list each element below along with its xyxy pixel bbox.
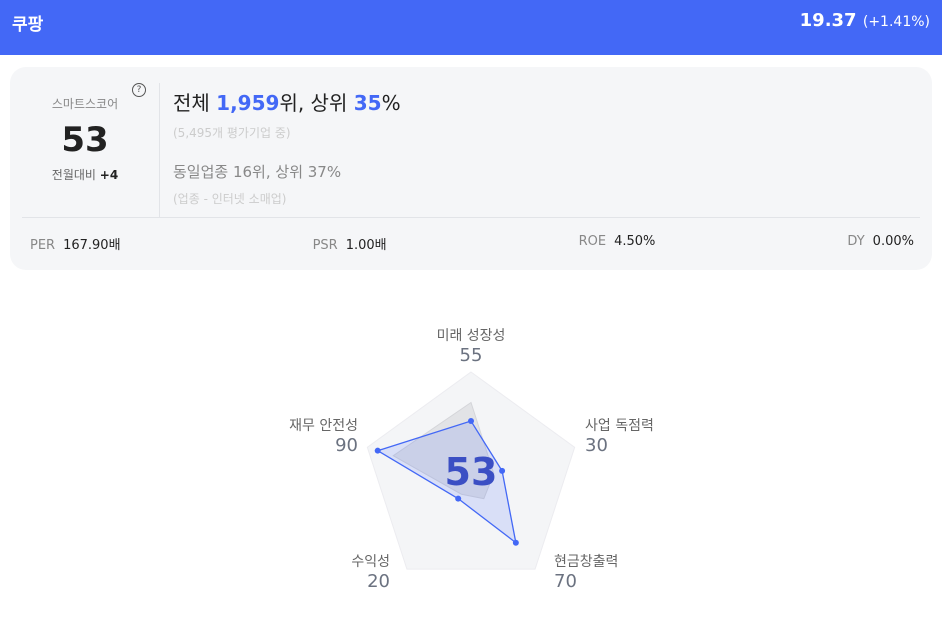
month-over-month: 전월대비 +4 — [10, 166, 160, 183]
metric-dy: DY 0.00% — [847, 234, 914, 253]
overall-pct: 35 — [353, 91, 382, 115]
score-card: 스마트스코어 ? 53 전월대비 +4 전체 1,959위, 상위 35% (5… — [10, 67, 932, 270]
metric-key: PSR — [312, 238, 338, 253]
metric-value: 0.00% — [872, 234, 914, 249]
pct-sign: % — [381, 91, 401, 115]
price-value: 19.37 — [799, 10, 857, 31]
axis-value: 90 — [335, 435, 358, 456]
overall-rank-value: 1,959 — [216, 91, 280, 115]
smart-score: 53 — [61, 120, 109, 160]
company-name: 쿠팡 — [12, 15, 44, 35]
overall-sub: (5,495개 평가기업 중) — [173, 126, 291, 140]
overall-mid: 위, 상위 — [279, 91, 354, 115]
radar-center-score: 53 — [445, 450, 498, 494]
metric-key: ROE — [578, 234, 607, 249]
price-change: (+1.41%) — [862, 14, 930, 30]
metric-value: 1.00배 — [345, 238, 387, 253]
radar-point — [455, 495, 462, 502]
radar-point — [374, 447, 381, 454]
radar-point — [468, 418, 474, 425]
axis-name: 사업 독점력 — [585, 418, 654, 434]
metrics-row: PER 167.90배 PSR 1.00배 ROE 4.50% DY 0.00% — [30, 234, 914, 253]
vertical-divider — [159, 83, 160, 217]
metric-key: DY — [847, 234, 865, 249]
axis-value: 55 — [459, 345, 483, 366]
axis-label-monopoly: 사업 독점력 30 — [585, 415, 654, 456]
axis-label-stability: 재무 안전성 90 — [278, 415, 358, 456]
help-icon[interactable]: ? — [132, 83, 146, 97]
overall-prefix: 전체 — [173, 91, 217, 115]
axis-name: 수익성 — [351, 554, 390, 570]
metric-value: 167.90배 — [63, 238, 121, 253]
industry-sub: (업종 - 인터넷 소매업) — [173, 192, 287, 206]
metric-psr: PSR 1.00배 — [313, 234, 387, 253]
axis-value: 20 — [367, 571, 390, 592]
radar-series-secondary — [392, 401, 495, 500]
axis-name: 현금창출력 — [554, 554, 619, 570]
horizontal-divider — [22, 217, 920, 218]
mom-value: +4 — [99, 168, 119, 182]
axis-label-profit: 수익성 20 — [340, 551, 390, 592]
header: 쿠팡 19.37 (+1.41%) — [0, 0, 942, 55]
industry-rank: 동일업종 16위, 상위 37% — [173, 163, 342, 181]
overall-rank: 전체 1,959위, 상위 35% — [173, 87, 401, 116]
axis-name: 미래 성장성 — [436, 328, 506, 344]
metric-value: 4.50% — [614, 234, 656, 249]
axis-value: 70 — [554, 571, 577, 592]
radar-series-main — [376, 420, 517, 545]
radar-point — [499, 467, 506, 474]
metric-roe: ROE 4.50% — [579, 234, 656, 253]
radar-point — [512, 539, 519, 546]
axis-value: 30 — [585, 435, 608, 456]
metric-key: PER — [30, 238, 56, 253]
axis-label-cashflow: 현금창출력 70 — [554, 551, 618, 592]
axis-name: 재무 안전성 — [289, 418, 358, 434]
smart-score-label: 스마트스코어 — [51, 97, 119, 111]
axis-label-growth: 미래 성장성 55 — [435, 325, 507, 366]
metric-per: PER 167.90배 — [30, 234, 121, 253]
stock-price: 19.37 (+1.41%) — [800, 10, 930, 31]
mom-label: 전월대비 — [51, 168, 96, 182]
